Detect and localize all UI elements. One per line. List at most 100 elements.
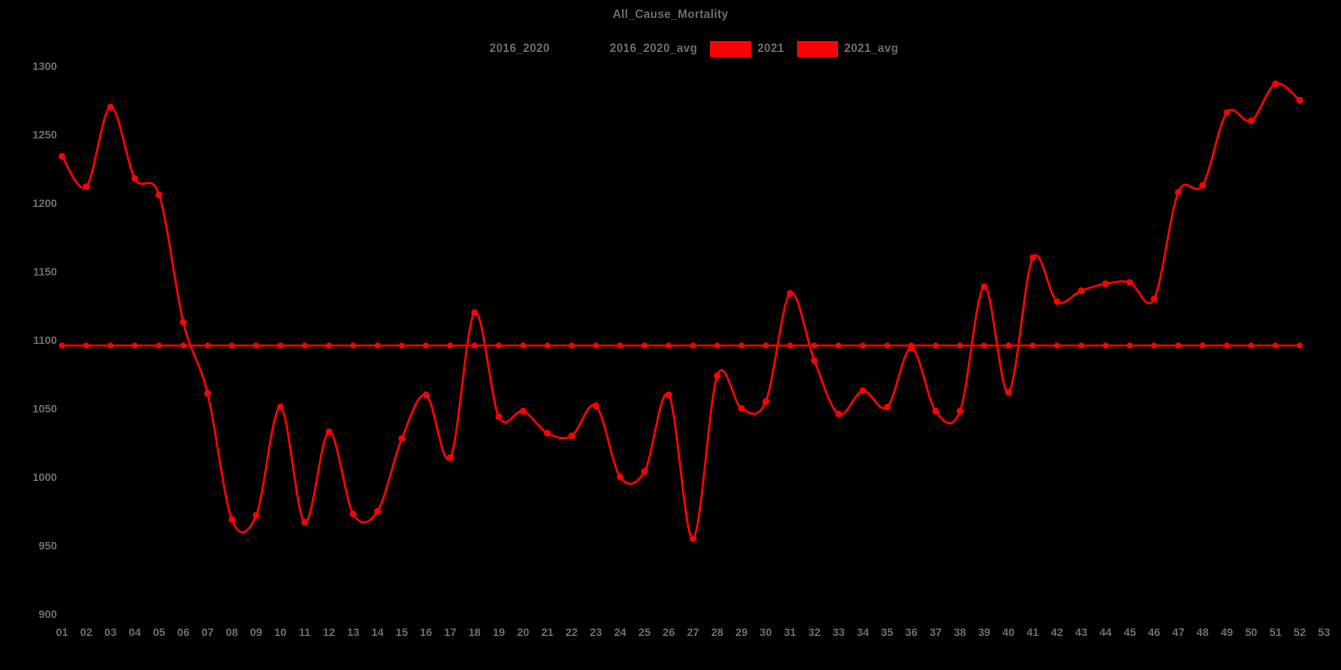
avg-line-marker	[107, 342, 114, 349]
x-axis-tick-label: 32	[808, 627, 820, 639]
series-marker-2021	[1005, 388, 1012, 396]
x-axis-tick-label: 23	[590, 627, 602, 639]
x-axis-tick-label: 46	[1148, 627, 1160, 639]
x-axis-tick-label: 35	[881, 627, 893, 639]
legend-item-2016_2020_avg: 2016_2020_avg	[562, 41, 698, 57]
x-axis-tick-label: 20	[517, 627, 529, 639]
avg-line-marker	[374, 342, 381, 349]
avg-line-marker	[350, 342, 357, 349]
avg-line-marker	[1175, 342, 1182, 349]
series-marker-2021	[786, 290, 794, 297]
x-axis-tick-label: 30	[760, 627, 772, 639]
x-axis-tick-label: 08	[226, 627, 238, 639]
series-marker-2021	[471, 309, 478, 316]
series-marker-2021	[1053, 298, 1061, 305]
legend-item-2021: 2021	[710, 41, 784, 57]
avg-line-marker	[325, 342, 332, 349]
avg-line-marker	[471, 342, 478, 349]
x-axis-tick-label: 39	[978, 627, 990, 639]
series-marker-2021	[835, 410, 842, 418]
avg-line-marker	[762, 342, 769, 349]
avg-line-marker	[83, 342, 90, 349]
x-axis-tick-label: 06	[177, 627, 189, 639]
avg-line-marker	[1005, 342, 1012, 349]
avg-line-marker	[59, 342, 65, 349]
x-axis-tick-label: 11	[299, 627, 311, 639]
x-axis-tick-label: 19	[493, 627, 505, 639]
series-marker-2021	[155, 191, 163, 199]
x-axis-tick-label: 36	[905, 627, 917, 639]
y-axis-tick-label: 1300	[33, 61, 57, 73]
series-marker-2021	[1126, 279, 1134, 286]
series-marker-2021	[762, 398, 770, 405]
avg-line-marker	[1102, 342, 1109, 349]
y-axis-tick-label: 1250	[33, 130, 57, 142]
avg-line-marker	[447, 342, 454, 349]
x-axis-tick-label: 41	[1027, 627, 1039, 639]
series-marker-2021	[107, 103, 114, 111]
x-axis-tick-label: 42	[1051, 627, 1063, 639]
y-axis-tick-label: 950	[39, 541, 57, 553]
series-marker-2021	[301, 518, 309, 526]
series-line-2021	[61, 82, 1301, 540]
x-axis-tick-label: 45	[1124, 627, 1136, 639]
legend: 2016_2020 2016_2020_avg 2021 2021_avg	[0, 41, 1341, 57]
series-marker-2021	[325, 428, 333, 436]
y-axis-tick-label: 1100	[33, 335, 57, 347]
avg-line-marker	[714, 342, 721, 349]
series-marker-2021	[495, 413, 503, 421]
legend-swatch-2016_2020_avg	[562, 41, 604, 57]
series-marker-2021	[859, 387, 867, 395]
y-axis-tick-label: 1050	[33, 404, 57, 416]
avg-line-marker	[1223, 342, 1230, 349]
series-marker-2021	[446, 454, 454, 462]
x-axis-tick-label: 18	[468, 627, 480, 639]
avg-line-marker	[617, 342, 624, 349]
series-marker-2021	[592, 402, 600, 410]
series-marker-2021	[277, 403, 284, 411]
series-marker-2021	[398, 435, 406, 442]
avg-line-marker	[131, 342, 138, 349]
x-axis-tick-label: 21	[541, 627, 553, 639]
x-axis-tick-label: 52	[1294, 627, 1306, 639]
x-axis-tick-label: 12	[323, 627, 335, 639]
x-axis-tick-label: 29	[735, 627, 747, 639]
series-marker-2021	[1029, 254, 1037, 262]
avg-line-marker	[787, 342, 794, 349]
avg-line-marker	[592, 342, 599, 349]
series-marker-2021	[689, 535, 697, 542]
avg-line-marker	[956, 342, 963, 349]
series-marker-2021	[204, 390, 212, 397]
avg-line-marker	[641, 342, 648, 349]
avg-line-marker	[301, 342, 308, 349]
avg-line-marker	[690, 342, 696, 349]
series-marker-2021	[519, 407, 527, 415]
avg-line-marker	[859, 342, 866, 349]
series-marker-2021	[1223, 109, 1231, 116]
x-axis-tick-label: 43	[1075, 627, 1087, 639]
avg-line-marker	[1078, 342, 1085, 349]
x-axis-tick-label: 13	[347, 627, 359, 639]
series-marker-2021	[1272, 80, 1279, 88]
series-marker-2021	[932, 407, 940, 415]
x-axis-tick-label: 14	[371, 627, 384, 639]
avg-line-marker	[884, 342, 891, 349]
avg-line-marker	[277, 342, 284, 349]
series-marker-2021	[568, 432, 576, 440]
series-marker-2021	[228, 516, 236, 523]
series-marker-2021	[544, 429, 551, 437]
avg-line-marker	[1248, 342, 1255, 349]
series-marker-2021	[1102, 280, 1109, 288]
series-marker-2021	[422, 391, 430, 399]
series-marker-2021	[349, 510, 357, 518]
x-axis-tick-label: 34	[857, 627, 870, 639]
avg-line-marker	[156, 342, 163, 349]
y-axis-tick-label: 1200	[33, 198, 57, 210]
x-axis-tick-label: 02	[80, 627, 92, 639]
avg-line-marker	[932, 342, 939, 349]
legend-item-2016_2020: 2016_2020	[442, 41, 550, 57]
x-axis-tick-label: 53	[1318, 627, 1330, 639]
x-axis-tick-label: 37	[930, 627, 942, 639]
